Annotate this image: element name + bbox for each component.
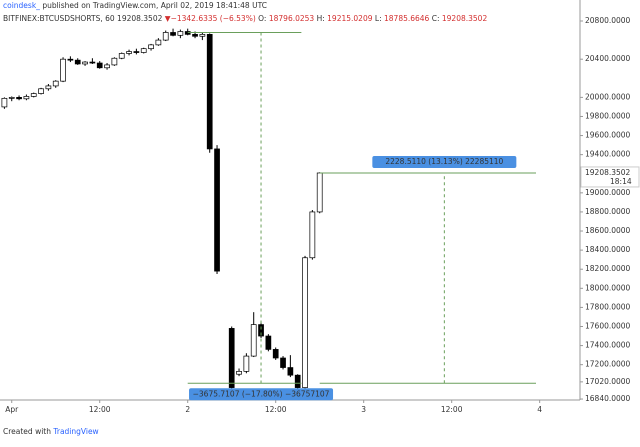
- o-value: 18796.0253: [269, 14, 315, 23]
- candle-body: [74, 59, 81, 65]
- candle-body: [228, 328, 235, 388]
- candle-body: [280, 357, 286, 368]
- x-tick-label: 12:00: [89, 405, 111, 414]
- h-label: H:: [317, 14, 325, 23]
- candle-body: [96, 62, 103, 69]
- y-tick-label: 19800.0000: [585, 111, 631, 120]
- candle-body: [206, 34, 213, 150]
- candle-body: [287, 367, 294, 376]
- y-tick-label: 17200.0000: [585, 360, 631, 369]
- y-tick-label: 17800.0000: [585, 302, 631, 311]
- y-tick-label: 17600.0000: [585, 321, 631, 330]
- measure-label: 2228.5110 (13.13%) 22285110: [385, 157, 503, 166]
- candle-body: [162, 32, 169, 41]
- change: −1342.6335 (−6.53%): [171, 14, 256, 23]
- x-tick-label: 4: [537, 405, 542, 414]
- candle-body: [199, 34, 206, 37]
- candle-body: [177, 31, 184, 36]
- last-price-box: [580, 166, 640, 188]
- x-tick-label: 2: [185, 405, 190, 414]
- last-time-label: 18:14: [610, 177, 632, 186]
- candle-body: [111, 57, 118, 66]
- published: published on TradingView.com, April 02, …: [42, 1, 267, 10]
- candle-body: [140, 48, 147, 53]
- footer-created: Created with: [3, 427, 51, 436]
- c-value: 19208.3502: [442, 14, 488, 23]
- candle-body: [236, 371, 242, 375]
- measure-label: −3675.7107 (−17.80%) −36757107: [193, 389, 330, 398]
- candle-body: [82, 61, 88, 65]
- candle-body: [192, 34, 198, 37]
- candle-body: [1, 97, 8, 108]
- candle-body: [302, 257, 308, 388]
- candle-body: [118, 53, 125, 59]
- candle-body: [104, 64, 110, 69]
- symbol: BITFINEX:BTCUSDSHORTS, 60: [3, 14, 115, 23]
- candle-body: [8, 97, 15, 99]
- x-tick-label: Apr: [5, 405, 19, 414]
- y-tick-label: 18000.0000: [585, 283, 631, 292]
- candle-body: [272, 349, 279, 359]
- x-tick-label: 12:00: [265, 405, 287, 414]
- candle-body: [309, 211, 316, 259]
- candle-body: [16, 97, 22, 100]
- y-tick-label: 16840.0000: [585, 394, 631, 403]
- header-line: coindesk_ published on TradingView.com, …: [3, 1, 267, 10]
- y-tick-label: 20000.0000: [585, 92, 631, 101]
- candle-body: [89, 61, 96, 64]
- candle-body: [52, 80, 59, 87]
- candle-body: [148, 44, 154, 50]
- y-tick-label: 19400.0000: [585, 150, 631, 159]
- candle-body: [243, 355, 250, 372]
- candle-body: [294, 374, 301, 388]
- candle-body: [316, 172, 323, 213]
- y-tick-label: 19600.0000: [585, 131, 631, 140]
- l-value: 18785.6646: [384, 14, 430, 23]
- last-price-label: 19208.3502: [585, 168, 631, 177]
- candle-body: [155, 39, 162, 46]
- candle-body: [258, 324, 264, 337]
- candle-body: [133, 51, 140, 53]
- candle-body: [30, 93, 37, 97]
- candle-body: [38, 88, 44, 94]
- footer-brand[interactable]: TradingView: [52, 427, 98, 436]
- y-tick-label: 18800.0000: [585, 207, 631, 216]
- y-tick-label: 18600.0000: [585, 226, 631, 235]
- candle-body: [250, 324, 257, 357]
- last: 19208.3502: [117, 14, 163, 23]
- arrow: ▼: [165, 14, 171, 23]
- c-label: C:: [432, 14, 440, 23]
- h-value: 19215.0209: [327, 14, 373, 23]
- x-tick-label: 12:00: [441, 405, 463, 414]
- author: coindesk_: [3, 1, 40, 10]
- y-tick-label: 20400.0000: [585, 54, 631, 63]
- y-tick-label: 18400.0000: [585, 245, 631, 254]
- y-tick-label: 19000.0000: [585, 188, 631, 197]
- l-label: L:: [375, 14, 382, 23]
- o-label: O:: [258, 14, 266, 23]
- candle-body: [170, 32, 176, 36]
- measure-label-box: [372, 155, 517, 168]
- candle-body: [60, 58, 66, 82]
- candle-body: [265, 335, 272, 350]
- candle-body: [126, 51, 132, 54]
- y-tick-label: 18200.0000: [585, 264, 631, 273]
- footer: Created with TradingView: [3, 427, 99, 436]
- x-tick-label: 3: [361, 405, 366, 414]
- symbol-line: BITFINEX:BTCUSDSHORTS, 60 19208.3502 ▼−1…: [3, 14, 487, 23]
- y-tick-label: 20800.0000: [585, 16, 631, 25]
- candle-body: [45, 85, 52, 90]
- measure-label-box: [189, 388, 334, 401]
- y-tick-label: 17020.0000: [585, 377, 631, 386]
- candle-body: [214, 148, 220, 272]
- candle-body: [67, 58, 74, 61]
- y-tick-label: 17400.0000: [585, 341, 631, 350]
- candle-body: [23, 96, 30, 100]
